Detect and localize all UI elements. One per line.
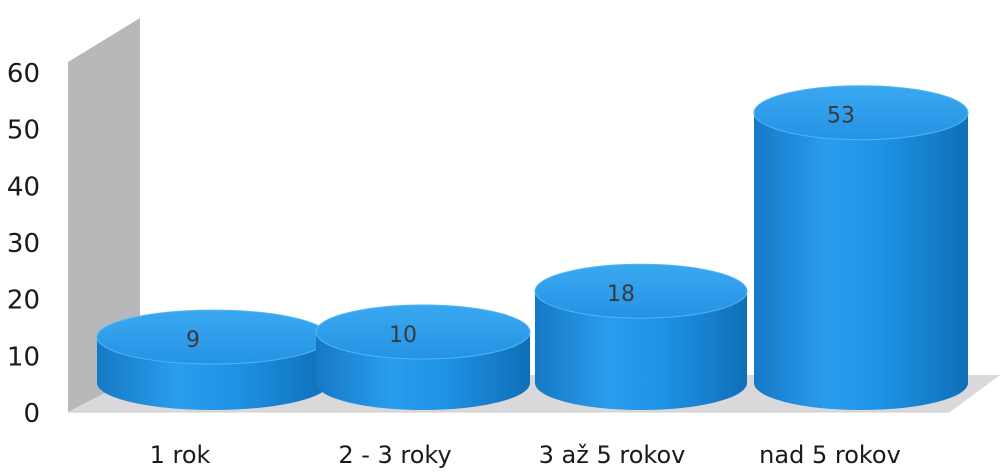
bar-top bbox=[315, 304, 531, 360]
bar-value-label: 18 bbox=[607, 282, 635, 307]
x-category-label: 1 rok bbox=[150, 441, 211, 469]
bar-top bbox=[96, 309, 330, 365]
bar-body bbox=[535, 291, 747, 410]
y-tick-label: 60 bbox=[7, 59, 40, 89]
x-axis: 1 rok 2 - 3 roky 3 až 5 rokov nad 5 rokov bbox=[150, 441, 901, 469]
bar: 10 bbox=[315, 304, 531, 410]
bar: 18 bbox=[534, 263, 748, 410]
x-category-label: 3 až 5 rokov bbox=[539, 441, 686, 469]
bar-value-label: 10 bbox=[389, 323, 417, 348]
bar-value-label: 53 bbox=[827, 104, 855, 129]
y-tick-label: 0 bbox=[23, 399, 40, 429]
y-tick-label: 30 bbox=[7, 229, 40, 259]
bar: 9 bbox=[96, 309, 330, 410]
y-tick-label: 50 bbox=[7, 116, 40, 146]
y-tick-label: 20 bbox=[7, 286, 40, 316]
y-tick-label: 10 bbox=[7, 342, 40, 372]
chart-back-wall bbox=[68, 18, 140, 412]
y-tick-label: 40 bbox=[7, 172, 40, 202]
bars: 9 10 18 53 bbox=[96, 85, 969, 410]
bar-top bbox=[534, 263, 748, 319]
bar-body bbox=[754, 112, 968, 410]
y-axis: 0 10 20 30 40 50 60 bbox=[7, 59, 40, 429]
x-category-label: nad 5 rokov bbox=[759, 441, 901, 469]
bar: 53 bbox=[753, 85, 969, 410]
bar-top bbox=[753, 85, 969, 141]
x-category-label: 2 - 3 roky bbox=[338, 441, 451, 469]
bar-value-label: 9 bbox=[186, 328, 200, 353]
